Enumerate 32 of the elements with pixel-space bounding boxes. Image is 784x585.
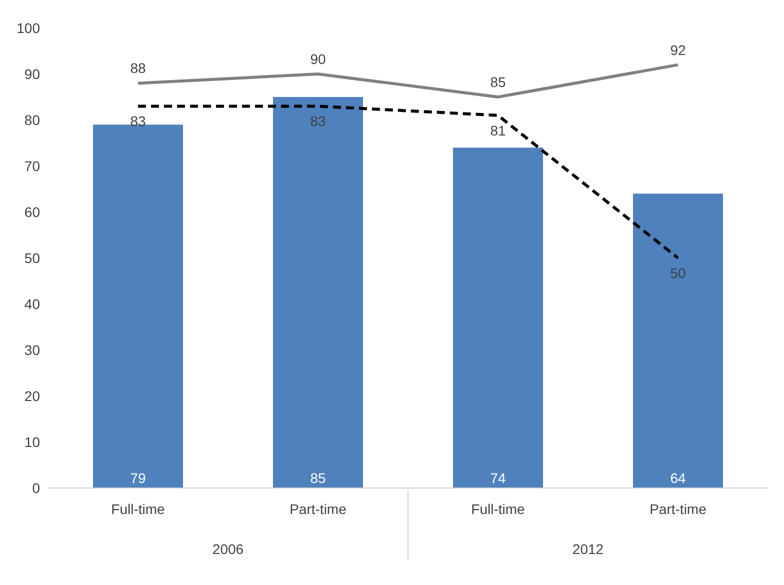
bar [633,194,723,488]
x-tick-label: Full-time [471,501,526,517]
data-label: 50 [670,264,686,281]
data-label: 88 [130,60,146,76]
data-label: 79 [130,470,146,486]
y-tick-label: 70 [24,158,40,174]
y-tick-label: 80 [24,112,40,128]
y-tick-label: 50 [24,250,40,266]
x-tick-label: Full-time [111,501,166,517]
y-tick-label: 100 [16,20,40,36]
bar [93,124,183,488]
y-tick-label: 40 [24,296,40,312]
bar [273,97,363,488]
data-label: 74 [490,470,506,486]
y-tick-label: 60 [24,204,40,220]
data-label: 83 [310,113,326,130]
x-tick-label: Part-time [650,501,707,517]
y-tick-label: 10 [24,434,40,450]
data-label: 90 [310,51,326,67]
data-label: 85 [490,74,506,90]
text: 2012 [572,541,604,557]
data-label: 92 [670,42,686,58]
data-label: 81 [490,122,506,138]
y-tick-label: 30 [24,342,40,358]
bar [453,148,543,488]
y-tick-label: 20 [24,388,40,404]
data-label: 64 [670,470,686,486]
y-tick-label: 90 [24,66,40,82]
text: 2006 [212,541,244,557]
y-tick-label: 0 [32,480,40,496]
data-label: 85 [310,470,326,486]
x-tick-label: Part-time [290,501,347,517]
